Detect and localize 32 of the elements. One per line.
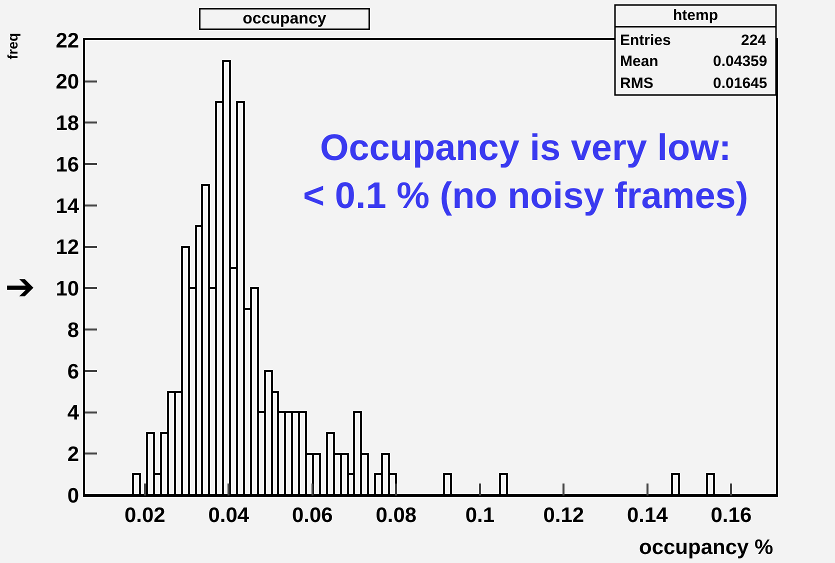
x-tick-label: 0.06 <box>292 504 333 527</box>
x-tick-label: 0.14 <box>626 504 668 527</box>
x-tick-label: 0.04 <box>208 504 250 527</box>
y-tick-label: 14 <box>56 194 80 218</box>
x-tick-label: 0.08 <box>376 504 417 527</box>
chart-title: occupancy <box>242 10 326 28</box>
y-tick-label: 8 <box>67 318 80 342</box>
y-tick-label: 2 <box>67 442 80 466</box>
annotation: Mean <box>620 53 658 70</box>
y-tick-label: 22 <box>56 29 80 52</box>
x-tick-label: 0.12 <box>543 504 584 527</box>
annotation: 0.01645 <box>713 75 768 92</box>
y-tick-label: 16 <box>56 153 80 176</box>
x-axis-title: occupancy % <box>639 536 774 559</box>
y-tick-label: 4 <box>67 402 80 425</box>
y-axis-title: freq <box>4 32 21 60</box>
x-tick-label: 0.16 <box>710 504 752 527</box>
text: ➔ <box>5 267 36 308</box>
y-tick-label: 12 <box>56 236 80 260</box>
y-tick-label: 0 <box>67 484 80 508</box>
x-tick-label: 0.02 <box>124 504 166 527</box>
x-tick-label: 0.1 <box>465 504 495 527</box>
annotation: 224 <box>741 32 767 49</box>
y-tick-label: 18 <box>56 112 80 136</box>
y-tick-label: 6 <box>67 360 80 384</box>
annotation: 0.04359 <box>713 53 768 70</box>
y-tick-label: 20 <box>56 70 80 94</box>
annotation: RMS <box>620 75 654 92</box>
text: htemp <box>673 7 718 24</box>
annotation: Occupancy is very low: < 0.1 % (no noisy frames) <box>303 127 748 216</box>
y-tick-label: 10 <box>56 278 80 301</box>
annotation: Entries <box>620 32 671 49</box>
